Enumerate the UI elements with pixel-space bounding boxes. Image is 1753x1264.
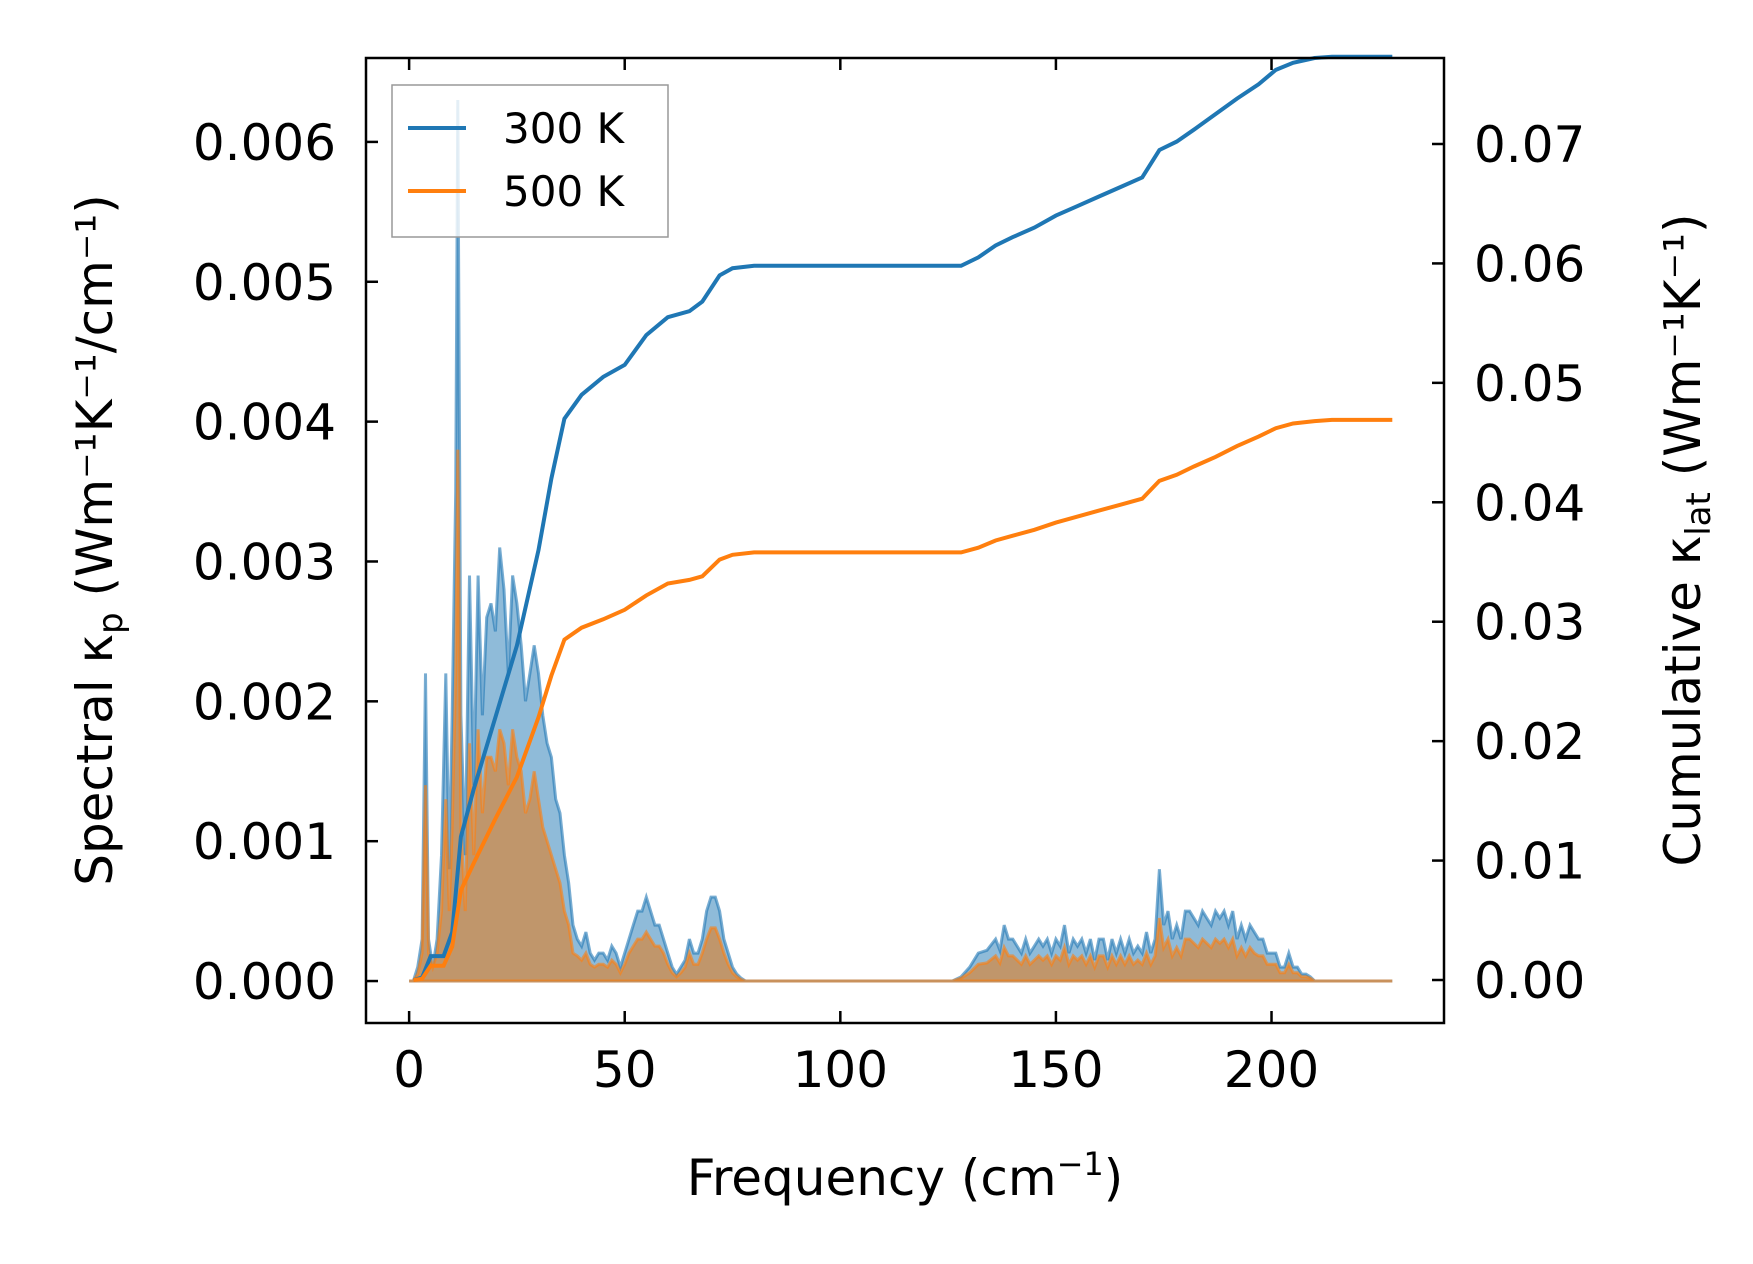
x-axis-title: Frequency (cm−1) <box>687 1145 1124 1207</box>
left-y-tick-label: 0.006 <box>193 114 336 172</box>
right-y-axis-title: Cumulative κlat (Wm⁻¹K⁻¹) <box>1654 213 1719 866</box>
legend-box <box>391 84 669 238</box>
left-y-tick-label: 0.002 <box>193 673 336 731</box>
cumulative-line-500k <box>413 417 1393 982</box>
left-y-tick-label: 0.001 <box>193 813 336 871</box>
legend: 300 K 500 K <box>391 84 669 238</box>
left-y-tick-label: 0.003 <box>193 533 336 591</box>
x-tick-label: 200 <box>1224 1041 1319 1099</box>
left-y-tick-label: 0.004 <box>193 394 336 452</box>
spectral-area-500k <box>409 449 1393 983</box>
right-y-tick-label: 0.05 <box>1474 355 1585 413</box>
x-tick-label: 50 <box>593 1041 657 1099</box>
cumulative-line-300k <box>412 54 1393 982</box>
left-y-tick-label: 0.005 <box>193 254 336 312</box>
x-tick-label: 150 <box>1008 1041 1103 1099</box>
right-y-tick-label: 0.06 <box>1474 235 1585 293</box>
right-y-tick-label: 0.07 <box>1474 116 1585 174</box>
right-y-tick-label: 0.04 <box>1474 474 1585 532</box>
cumulative-lines <box>412 54 1393 982</box>
x-tick-label: 0 <box>393 1041 425 1099</box>
plot-frame <box>364 56 1446 1025</box>
x-tick-label: 100 <box>793 1041 888 1099</box>
axis-ticks: 0 50 100 150 200 0.000 0.001 0.002 0.003 0.004 0.0… <box>193 58 1585 1099</box>
right-y-tick-label: 0.02 <box>1474 713 1585 771</box>
right-y-tick-label: 0.03 <box>1474 594 1585 652</box>
left-y-axis-title: Spectral κp (Wm⁻¹K⁻¹/cm⁻¹) <box>66 194 131 886</box>
legend-label-300k: 300 K <box>503 104 626 153</box>
right-y-tick-label: 0.01 <box>1474 833 1585 891</box>
legend-label-500k: 500 K <box>503 167 626 216</box>
left-y-tick-label: 0.000 <box>193 953 336 1011</box>
right-y-tick-label: 0.00 <box>1474 952 1585 1010</box>
